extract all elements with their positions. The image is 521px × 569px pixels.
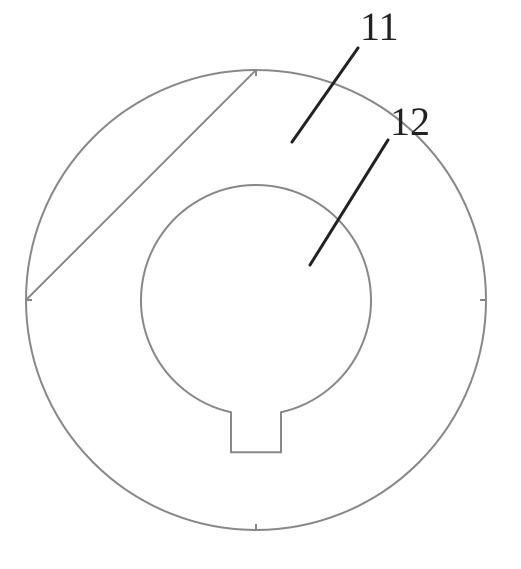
leader-line-11 bbox=[292, 48, 358, 142]
callout-label-11: 11 bbox=[360, 4, 399, 49]
leader-line-12 bbox=[310, 140, 388, 265]
callout-label-12: 12 bbox=[390, 99, 430, 144]
